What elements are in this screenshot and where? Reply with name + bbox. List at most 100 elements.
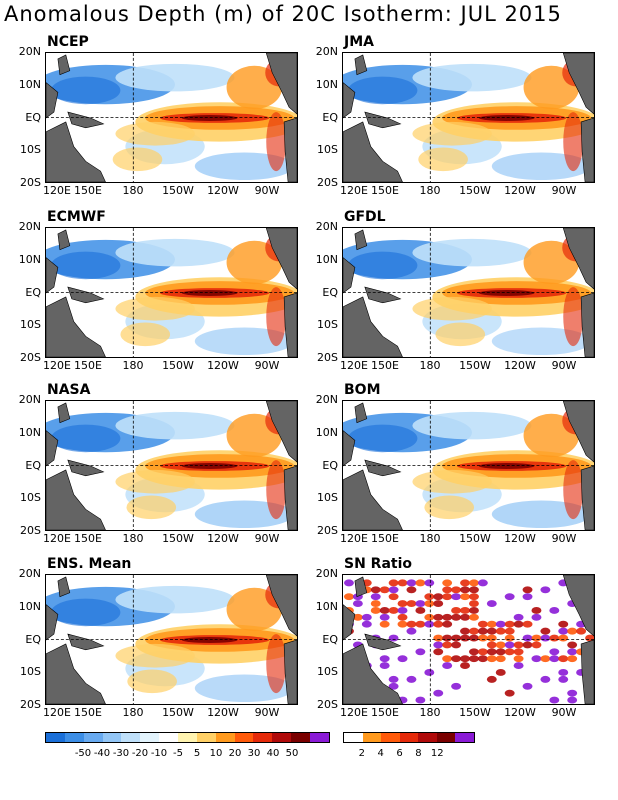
negative-anomaly-region bbox=[115, 238, 235, 267]
signal-noise-region bbox=[522, 634, 533, 642]
signal-noise-region bbox=[388, 586, 399, 594]
signal-noise-region bbox=[558, 669, 569, 676]
longitude-label: 150E bbox=[371, 532, 399, 545]
signal-noise-region bbox=[379, 655, 390, 663]
positive-anomaly-region bbox=[412, 296, 492, 321]
negative-anomaly-region bbox=[50, 424, 121, 453]
australia-landmass bbox=[343, 296, 403, 357]
signal-noise-region bbox=[343, 579, 354, 587]
negative-anomaly-region bbox=[347, 76, 418, 105]
longitude-label: 120E bbox=[43, 532, 71, 545]
latitude-label: 10S bbox=[20, 491, 41, 505]
longitude-label: 90W bbox=[254, 184, 280, 197]
legend-swatch bbox=[159, 733, 179, 742]
signal-noise-region bbox=[477, 620, 488, 628]
signal-noise-region bbox=[442, 593, 453, 601]
signal-noise-region bbox=[460, 627, 470, 635]
signal-noise-region bbox=[370, 586, 381, 594]
signal-noise-region bbox=[361, 613, 372, 621]
latitude-label: 10S bbox=[20, 318, 41, 332]
signal-noise-region bbox=[406, 675, 417, 683]
latitude-label: 20N bbox=[315, 220, 338, 233]
longitude-label: 120W bbox=[504, 359, 536, 372]
legend-tick-label: 30 bbox=[247, 748, 261, 759]
negative-anomaly-region bbox=[347, 424, 418, 453]
signal-noise-region bbox=[468, 627, 479, 635]
signal-noise-region bbox=[388, 675, 399, 683]
signal-noise-region bbox=[504, 648, 515, 656]
latitude-label: 20N bbox=[315, 393, 338, 406]
latitude-label: EQ bbox=[25, 632, 41, 646]
positive-anomaly-region bbox=[115, 296, 195, 321]
legend-swatch bbox=[436, 733, 456, 742]
signal-noise-region bbox=[451, 682, 462, 690]
signal-noise-region bbox=[460, 593, 470, 601]
positive-anomaly-region bbox=[563, 112, 584, 172]
signal-noise-region bbox=[397, 607, 408, 614]
signal-noise-region bbox=[540, 627, 551, 635]
signal-noise-region bbox=[442, 641, 453, 649]
signal-noise-region bbox=[558, 634, 569, 642]
signal-noise-region bbox=[540, 675, 551, 683]
philippines-landmass bbox=[57, 54, 71, 76]
signal-noise-region bbox=[567, 641, 578, 649]
panel-label: NCEP bbox=[47, 34, 89, 50]
new-guinea-landmass bbox=[364, 459, 402, 477]
map-canvas bbox=[46, 575, 297, 704]
legend-swatch bbox=[362, 733, 382, 742]
longitude-label: 120E bbox=[340, 532, 368, 545]
longitude-label: 150E bbox=[74, 706, 102, 719]
signal-noise-region bbox=[549, 696, 560, 704]
maritime-continent-landmass bbox=[343, 604, 356, 641]
latitude-label: 10N bbox=[18, 77, 41, 91]
signal-noise-region bbox=[567, 689, 578, 697]
signal-noise-region bbox=[442, 586, 453, 594]
signal-noise-region bbox=[388, 682, 399, 690]
signal-noise-region bbox=[468, 648, 479, 656]
map-plot bbox=[342, 227, 595, 358]
negative-anomaly-region bbox=[115, 411, 235, 440]
positive-anomaly-region bbox=[127, 669, 177, 694]
latitude-label: 10N bbox=[18, 599, 41, 613]
signal-noise-region bbox=[522, 682, 533, 690]
latitude-label: 20S bbox=[317, 176, 338, 189]
negative-anomaly-region bbox=[412, 63, 532, 92]
legend-swatch bbox=[46, 733, 65, 742]
legend-tick-label: 10 bbox=[209, 748, 223, 759]
legend-swatch bbox=[291, 733, 311, 742]
latitude-label: EQ bbox=[25, 110, 41, 124]
longitude-label: 150E bbox=[371, 706, 399, 719]
signal-noise-region bbox=[460, 579, 470, 587]
positive-anomaly-region bbox=[126, 495, 177, 520]
longitude-label: 180 bbox=[122, 532, 144, 545]
philippines-landmass bbox=[354, 576, 368, 598]
latitude-label: 20S bbox=[317, 524, 338, 537]
signal-noise-region bbox=[549, 655, 560, 663]
signal-noise-region bbox=[513, 648, 524, 656]
latitude-label: 10N bbox=[315, 77, 338, 91]
australia-landmass bbox=[343, 121, 403, 182]
signal-noise-region bbox=[468, 600, 479, 608]
positive-anomaly-region bbox=[266, 634, 287, 694]
signal-noise-region bbox=[486, 648, 497, 656]
south-america-landmass bbox=[580, 292, 594, 357]
longitude-label: 120E bbox=[43, 184, 71, 197]
latitude-label: 20N bbox=[18, 393, 41, 406]
signal-noise-region bbox=[504, 620, 515, 628]
philippines-landmass bbox=[57, 402, 71, 424]
panel-label: NASA bbox=[47, 382, 91, 398]
signal-noise-region bbox=[495, 669, 506, 676]
positive-anomaly-region bbox=[266, 112, 287, 172]
map-plot bbox=[342, 574, 595, 705]
signal-noise-region bbox=[388, 579, 399, 587]
south-america-landmass bbox=[283, 292, 297, 357]
legend-tick-label: -40 bbox=[93, 748, 111, 759]
longitude-label: 150E bbox=[74, 532, 102, 545]
longitude-label: 150W bbox=[162, 359, 194, 372]
signal-noise-region bbox=[495, 620, 506, 628]
positive-anomaly-region bbox=[181, 290, 238, 296]
signal-noise-region bbox=[397, 613, 408, 621]
negative-anomaly-region bbox=[115, 63, 235, 92]
south-america-landmass bbox=[283, 117, 297, 182]
signal-noise-region bbox=[406, 586, 417, 594]
